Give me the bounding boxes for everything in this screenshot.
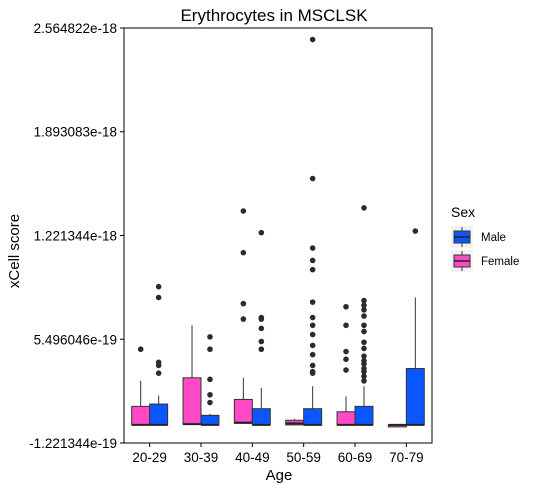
outlier-point xyxy=(207,334,213,340)
outlier-point xyxy=(361,358,367,364)
outlier-point xyxy=(240,208,247,214)
outlier-point xyxy=(309,331,316,338)
x-tick-label: 40-49 xyxy=(235,450,270,465)
legend-label-female: Female xyxy=(481,256,519,268)
outlier-point xyxy=(361,373,367,380)
outlier-point xyxy=(309,342,316,349)
outlier-point xyxy=(412,228,419,234)
legend-label-male: Male xyxy=(481,232,506,244)
x-axis-title: Age xyxy=(266,467,293,484)
outlier-point xyxy=(155,283,162,290)
outlier-point xyxy=(258,346,265,353)
outlier-point xyxy=(361,313,367,319)
outlier-point xyxy=(309,299,316,305)
box-female xyxy=(182,377,202,425)
y-tick-label: 1.221344e-18 xyxy=(34,228,117,243)
outlier-point xyxy=(309,175,316,182)
chart-title: Erythrocytes in MSCLSK xyxy=(180,6,368,25)
outlier-point xyxy=(207,346,213,353)
outlier-point xyxy=(207,399,213,406)
outlier-point xyxy=(155,370,162,376)
outlier-point xyxy=(258,229,265,236)
legend: Sex Male Female xyxy=(451,204,519,272)
outlier-point xyxy=(240,300,247,307)
box-male xyxy=(405,368,425,426)
outlier-point xyxy=(361,353,367,359)
outlier-point xyxy=(309,245,316,251)
outlier-point xyxy=(240,249,247,256)
y-axis-ticks: -1.221344e-19 5.496046e-19 1.221344e-18 1.8… xyxy=(29,21,124,451)
outlier-point xyxy=(258,325,265,332)
outlier-point xyxy=(343,348,349,355)
outlier-point xyxy=(207,376,213,383)
outlier-point xyxy=(309,257,316,264)
box-male xyxy=(303,408,323,426)
box-female xyxy=(336,411,356,426)
outlier-point xyxy=(361,297,367,304)
outlier-point xyxy=(361,205,367,211)
x-tick-label: 70-79 xyxy=(389,450,424,465)
box-female xyxy=(233,398,253,424)
y-axis-title: xCell score xyxy=(6,214,23,288)
y-tick-label: 1.893083e-18 xyxy=(34,125,117,140)
outlier-point xyxy=(155,359,162,366)
outlier-point xyxy=(309,368,316,375)
outlier-point xyxy=(343,367,349,373)
outlier-point xyxy=(309,266,316,273)
outlier-point xyxy=(343,303,349,310)
outlier-point xyxy=(361,322,367,329)
outlier-point xyxy=(361,365,367,372)
outlier-point xyxy=(309,351,316,358)
x-tick-label: 60-69 xyxy=(338,450,373,465)
outlier-point xyxy=(361,307,367,313)
outlier-point xyxy=(309,314,316,321)
outlier-point xyxy=(361,302,367,309)
outlier-point xyxy=(309,36,316,43)
x-tick-label: 50-59 xyxy=(286,450,321,465)
outlier-point xyxy=(258,338,265,345)
outlier-point xyxy=(343,322,349,329)
plot-panel-border xyxy=(123,27,433,444)
outlier-point xyxy=(361,378,367,384)
y-tick-label: 2.564822e-18 xyxy=(34,21,117,36)
outlier-point xyxy=(155,294,162,301)
y-tick-label: 5.496046e-19 xyxy=(34,332,117,347)
box-male xyxy=(251,408,271,426)
x-tick-label: 30-39 xyxy=(184,450,219,465)
outlier-point xyxy=(240,316,247,322)
outlier-point xyxy=(258,314,265,321)
outlier-point xyxy=(137,346,144,353)
outlier-point xyxy=(361,345,367,352)
plot-marks xyxy=(131,36,425,428)
box-male xyxy=(149,403,169,426)
x-axis-ticks: 20-29 30-39 40-49 50-59 60-69 70-79 xyxy=(132,443,424,465)
outlier-point xyxy=(309,322,316,329)
box-male xyxy=(354,405,374,426)
outlier-point xyxy=(343,356,349,363)
outlier-point xyxy=(207,391,213,398)
x-tick-label: 20-29 xyxy=(132,450,167,465)
outlier-point xyxy=(309,362,316,369)
y-tick-label: -1.221344e-19 xyxy=(29,436,117,451)
outlier-point xyxy=(361,339,367,346)
box-female xyxy=(131,405,151,426)
legend-title: Sex xyxy=(451,204,475,220)
outlier-point xyxy=(361,328,367,335)
box-male xyxy=(200,414,220,426)
